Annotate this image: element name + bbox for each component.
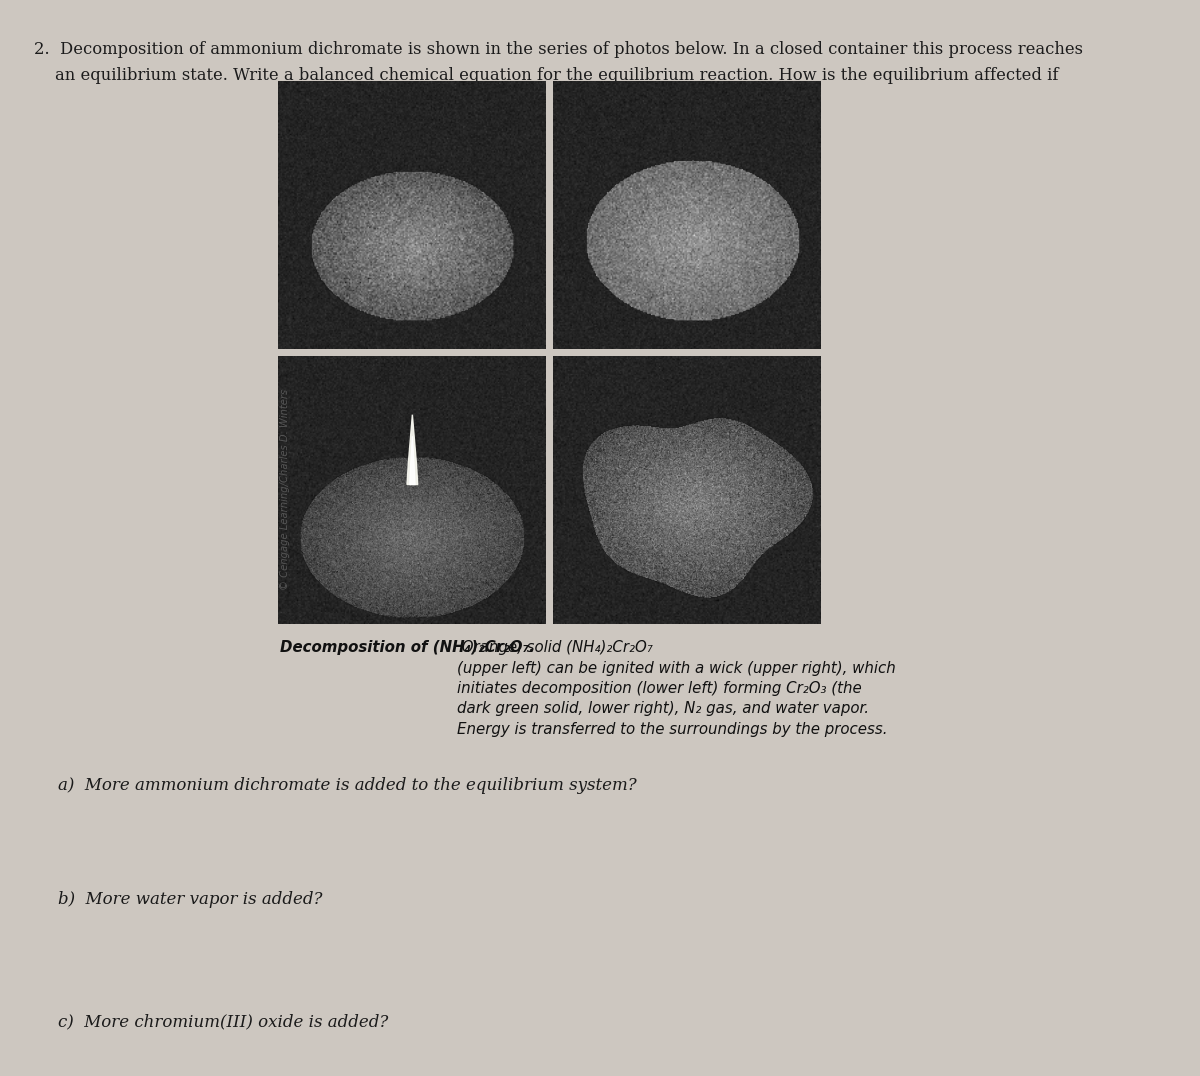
Text: b)  More water vapor is added?: b) More water vapor is added? bbox=[58, 891, 322, 908]
Text: an equilibrium state. Write a balanced chemical equation for the equilibrium rea: an equilibrium state. Write a balanced c… bbox=[34, 67, 1058, 84]
Text: © Cengage Learning/Charles D. Winters: © Cengage Learning/Charles D. Winters bbox=[280, 390, 289, 591]
Text: Decomposition of (NH₄)₂Cr₂O₇.: Decomposition of (NH₄)₂Cr₂O₇. bbox=[280, 640, 534, 655]
Text: c)  More chromium(III) oxide is added?: c) More chromium(III) oxide is added? bbox=[58, 1014, 388, 1031]
Text: 2.  Decomposition of ammonium dichromate is shown in the series of photos below.: 2. Decomposition of ammonium dichromate … bbox=[34, 41, 1082, 58]
Text: a)  More ammonium dichromate is added to the equilibrium system?: a) More ammonium dichromate is added to … bbox=[58, 777, 636, 794]
Text: Orange, solid (NH₄)₂Cr₂O₇
(upper left) can be ignited with a wick (upper right),: Orange, solid (NH₄)₂Cr₂O₇ (upper left) c… bbox=[457, 640, 896, 737]
